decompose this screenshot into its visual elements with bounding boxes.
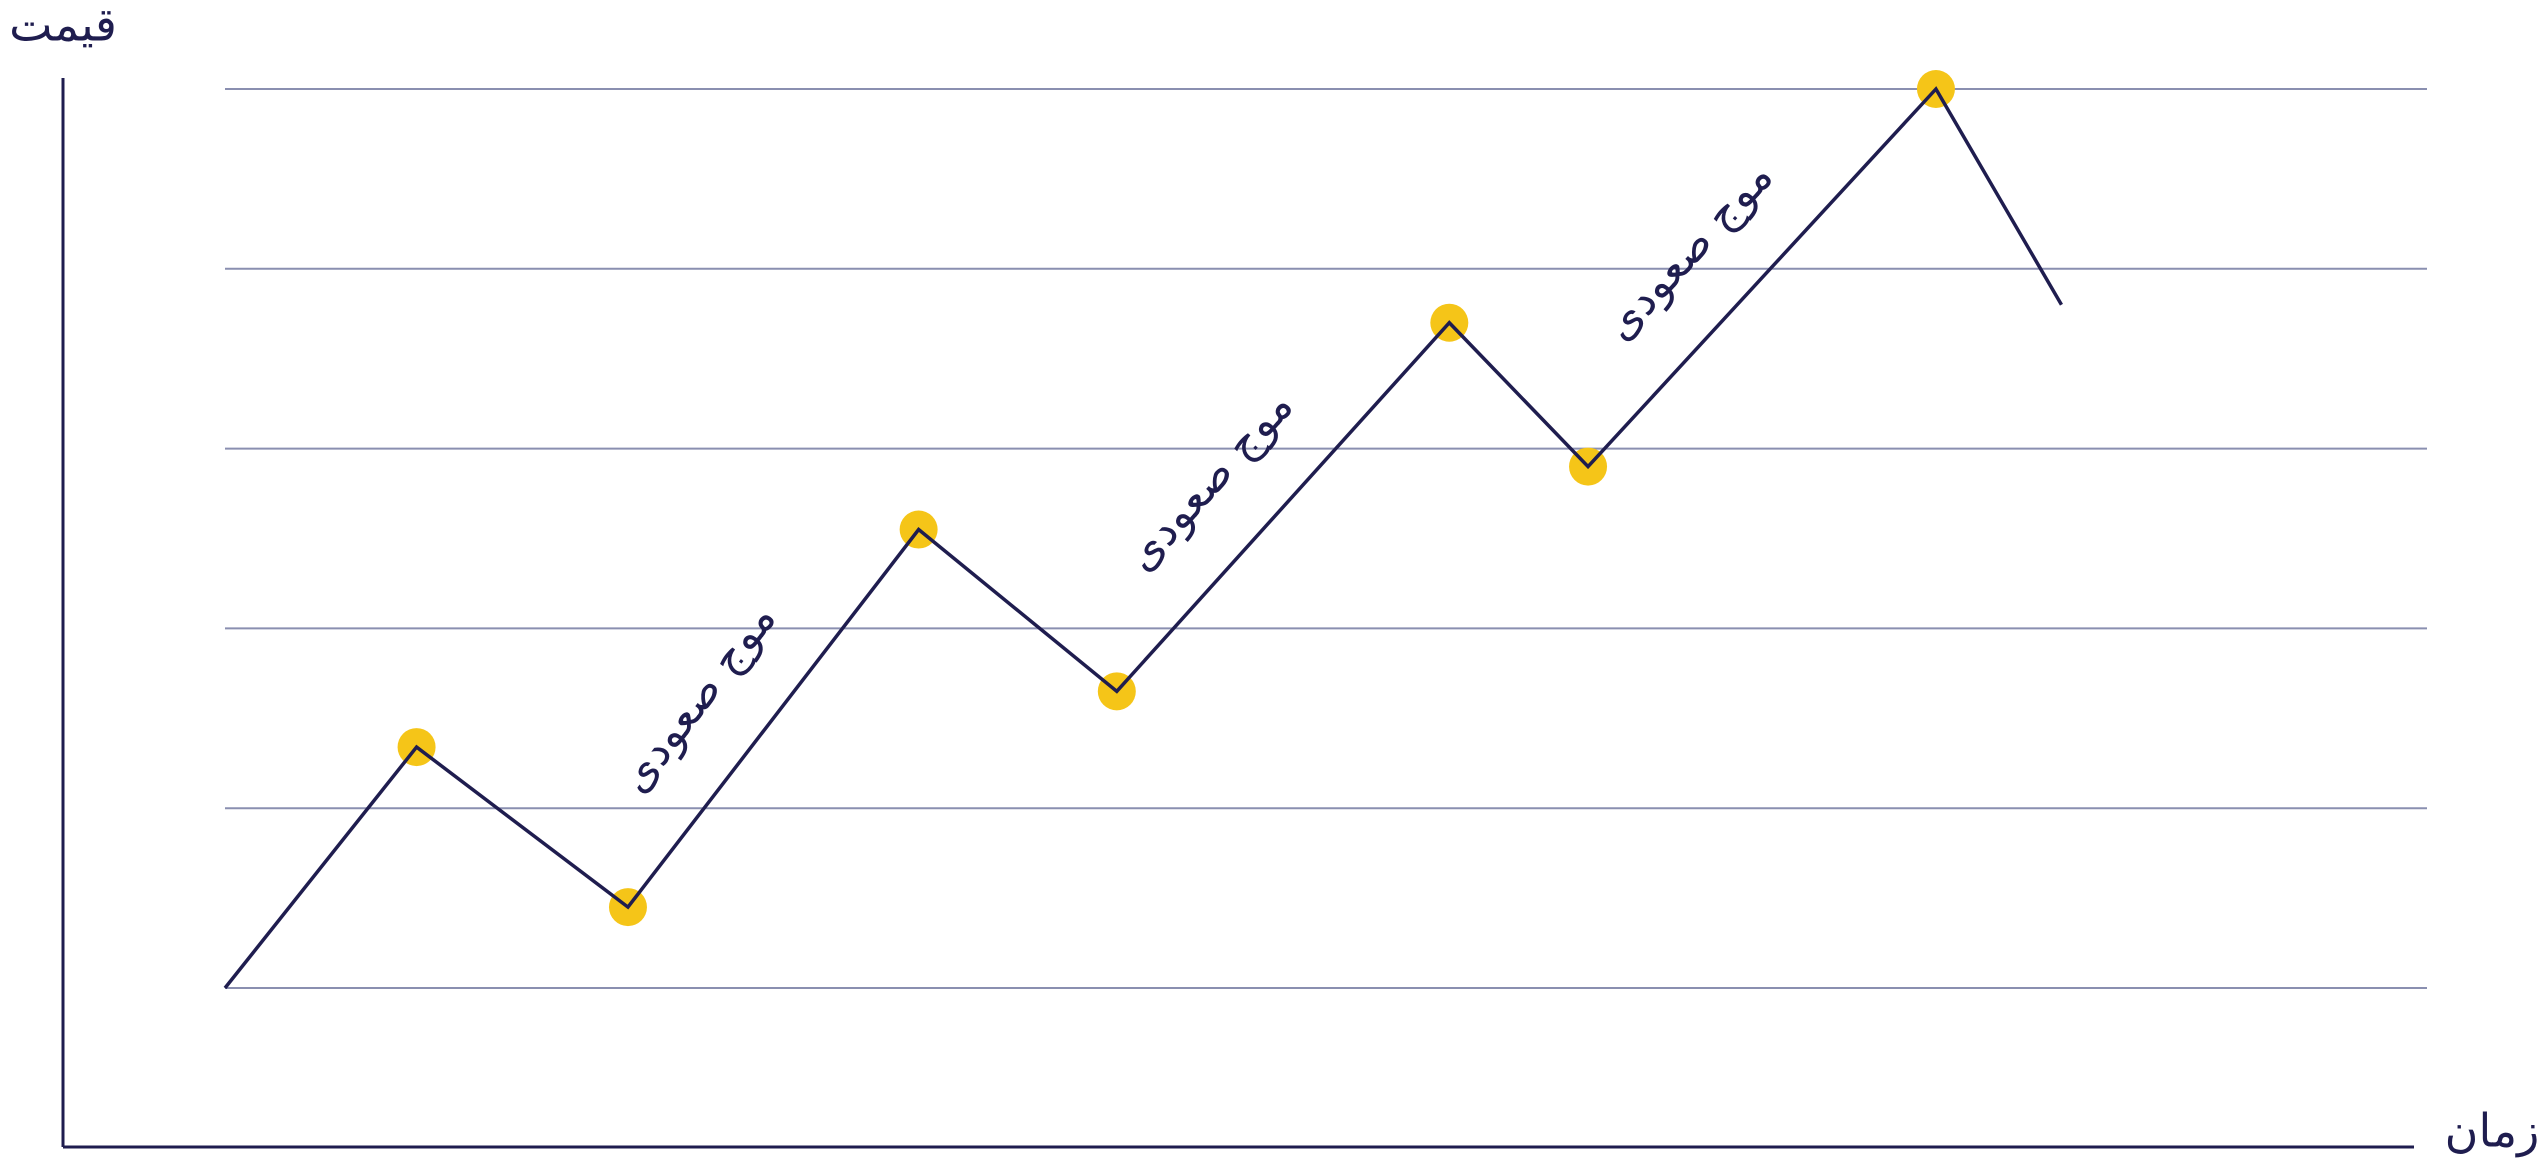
x-axis-label: زمان xyxy=(2445,1104,2540,1158)
y-axis-label: قیمت xyxy=(9,0,117,52)
price-line xyxy=(223,86,2063,990)
wave-annotation: موج صعودی xyxy=(609,594,786,803)
wave-annotation: موج صعودی xyxy=(1594,151,1783,350)
wave-annotation: موج صعودی xyxy=(1115,380,1303,581)
